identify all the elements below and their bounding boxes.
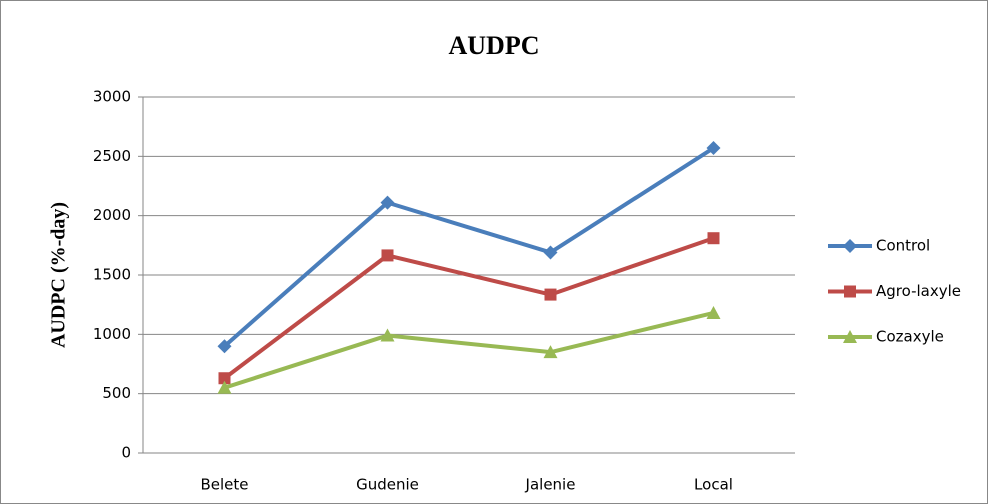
marker-square [707, 232, 720, 245]
x-tick-label: Local [694, 476, 733, 494]
series-line [223, 146, 715, 348]
y-tick-label: 500 [102, 384, 131, 402]
x-tick-label: Belete [200, 476, 248, 494]
marker-triangle [706, 305, 721, 319]
series-line [223, 311, 714, 390]
marker-triangle [380, 328, 395, 342]
y-tick-label: 3000 [93, 88, 131, 106]
y-tick-label: 1500 [93, 266, 131, 284]
marker-triangle [843, 330, 857, 343]
y-tick-label: 1000 [93, 325, 131, 343]
series-line [223, 236, 715, 380]
marker-square [218, 372, 231, 385]
x-tick-label: Jalenie [525, 476, 576, 494]
marker-diamond [217, 339, 232, 354]
marker-diamond [380, 195, 395, 210]
marker-triangle [217, 380, 232, 394]
marker-diamond [706, 141, 721, 156]
marker-diamond [543, 245, 558, 260]
marker-triangle [543, 345, 558, 359]
y-tick-label: 2500 [93, 147, 131, 165]
legend-label: Control [876, 237, 930, 255]
y-tick-label: 0 [121, 444, 131, 462]
x-tick-label: Gudenie [356, 476, 419, 494]
marker-square [544, 288, 557, 301]
marker-square [381, 249, 394, 262]
y-axis-label: AUDPC (%-day) [48, 202, 70, 348]
legend-label: Cozaxyle [876, 328, 944, 346]
legend-label: Agro-laxyle [876, 282, 961, 300]
marker-square [844, 285, 856, 298]
y-tick-label: 2000 [93, 206, 131, 224]
marker-diamond [843, 239, 857, 253]
chart-title: AUDPC [449, 31, 540, 60]
